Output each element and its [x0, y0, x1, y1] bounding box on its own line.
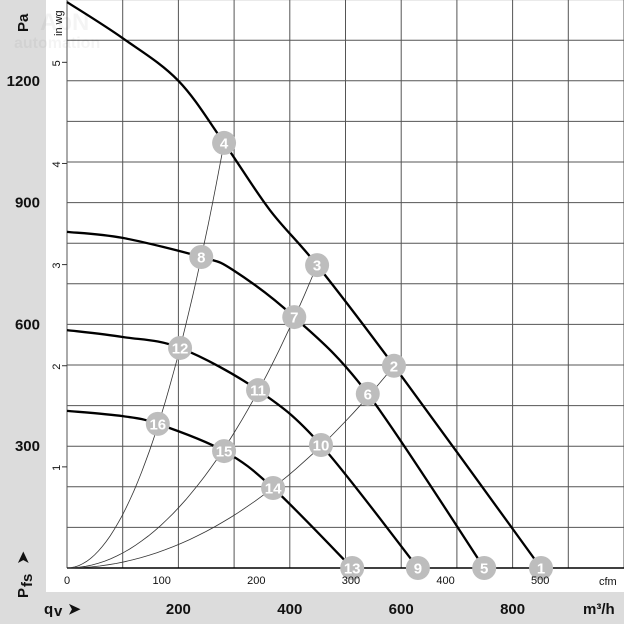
y-tick-inwg: 5 — [51, 60, 63, 66]
y-tick-inwg: 1 — [51, 465, 63, 471]
operating-point-4: 4 — [212, 130, 237, 155]
fan-curve — [66, 230, 486, 569]
pfs-main: P — [15, 588, 32, 598]
operating-point-2: 2 — [381, 353, 406, 378]
watermark-line1: AbN — [40, 9, 89, 36]
marker-circle — [305, 253, 330, 278]
marker-label: 7 — [290, 310, 298, 327]
operating-point-12: 12 — [168, 335, 193, 360]
marker-circle — [308, 432, 333, 457]
operating-point-markers: 4 3 2 1 8 7 6 5 12 11 10 9 16 15 14 13 — [145, 130, 554, 580]
operating-point-5: 5 — [472, 556, 497, 580]
y-tick-pa: 1200 — [7, 73, 40, 90]
marker-circle — [381, 353, 406, 378]
marker-circle — [212, 439, 237, 464]
pfs-sub: fs — [19, 574, 36, 587]
operating-point-11: 11 — [246, 378, 271, 403]
marker-label: 10 — [313, 437, 330, 454]
operating-point-15: 15 — [212, 439, 237, 464]
operating-point-14: 14 — [261, 476, 286, 501]
watermark: AbN automation — [14, 9, 100, 52]
system-curve — [66, 264, 318, 569]
operating-point-8: 8 — [189, 245, 214, 270]
system-curve — [66, 142, 225, 569]
marker-circle — [472, 556, 497, 580]
x-unit-cfm: cfm — [599, 576, 617, 588]
marker-label: 5 — [480, 561, 488, 578]
marker-label: 6 — [364, 386, 372, 403]
qv-main: q — [44, 601, 53, 618]
bottom-axis-band — [0, 592, 624, 624]
operating-point-10: 10 — [308, 432, 333, 457]
operating-point-9: 9 — [405, 556, 430, 580]
system-curve — [66, 365, 395, 569]
operating-point-16: 16 — [145, 411, 170, 436]
x-tick-cfm: 100 — [152, 575, 170, 587]
marker-circle — [261, 476, 286, 501]
qv-arrow: ➤ — [68, 601, 81, 618]
x-tick-cfm: 200 — [247, 575, 265, 587]
y-tick-pa: 300 — [15, 438, 40, 455]
x-axis-label-qv: q v ➤ — [44, 601, 81, 620]
marker-label: 3 — [313, 258, 321, 275]
y-axis-label-pfs: P fs ➤ — [15, 551, 36, 598]
marker-circle — [405, 556, 430, 580]
marker-circle — [145, 411, 170, 436]
watermark-line2: automation — [14, 35, 100, 52]
operating-point-3: 3 — [305, 253, 330, 278]
x-tick-m3h: 800 — [500, 601, 525, 618]
marker-circle — [355, 381, 380, 406]
x-tick-m3h: 400 — [277, 601, 302, 618]
y-tick-pa: 900 — [15, 195, 40, 212]
marker-label: 9 — [414, 561, 422, 578]
pfs-arrow: ➤ — [15, 551, 32, 564]
marker-label: 4 — [220, 135, 229, 152]
x-tick-m3h: 600 — [389, 601, 414, 618]
y-tick-inwg: 2 — [51, 364, 63, 370]
x-tick-m3h: 200 — [166, 601, 191, 618]
fan-curve — [66, 328, 419, 569]
marker-label: 2 — [390, 358, 398, 375]
marker-label: 11 — [250, 383, 266, 400]
x-tick-cfm: 300 — [342, 575, 360, 587]
marker-circle — [246, 378, 271, 403]
operating-point-1: 1 — [529, 556, 554, 580]
x-tick-cfm: 0 — [64, 575, 70, 587]
y-tick-inwg: 4 — [51, 161, 63, 167]
operating-point-13: 13 — [340, 556, 365, 580]
y-tick-pa: 600 — [15, 316, 40, 333]
marker-circle — [189, 245, 214, 270]
qv-sub: v — [54, 603, 63, 620]
x-tick-cfm: 500 — [531, 575, 549, 587]
marker-label: 16 — [149, 416, 166, 433]
y-unit-inwg: in wg — [53, 10, 65, 36]
marker-circle — [529, 556, 554, 580]
marker-circle — [212, 130, 237, 155]
marker-label: 8 — [197, 250, 205, 267]
marker-circle — [340, 556, 365, 580]
fan-curve — [66, 409, 354, 569]
y-unit-pa: Pa — [15, 13, 32, 32]
marker-circle — [282, 305, 307, 330]
left-axis-band — [0, 0, 46, 624]
fan-curves — [66, 1, 542, 569]
grid — [66, 0, 624, 569]
marker-label: 14 — [265, 481, 282, 498]
operating-point-7: 7 — [282, 305, 307, 330]
x-tick-cfm: 400 — [436, 575, 454, 587]
marker-label: 15 — [216, 444, 233, 461]
marker-label: 12 — [172, 340, 189, 357]
marker-label: 13 — [344, 561, 361, 578]
y-tick-inwg: 3 — [51, 262, 63, 268]
system-curves — [66, 142, 395, 569]
operating-point-6: 6 — [355, 381, 380, 406]
fan-curve — [66, 1, 542, 569]
marker-label: 1 — [537, 561, 545, 578]
x-unit-m3h: m³/h — [583, 601, 615, 618]
marker-circle — [168, 335, 193, 360]
